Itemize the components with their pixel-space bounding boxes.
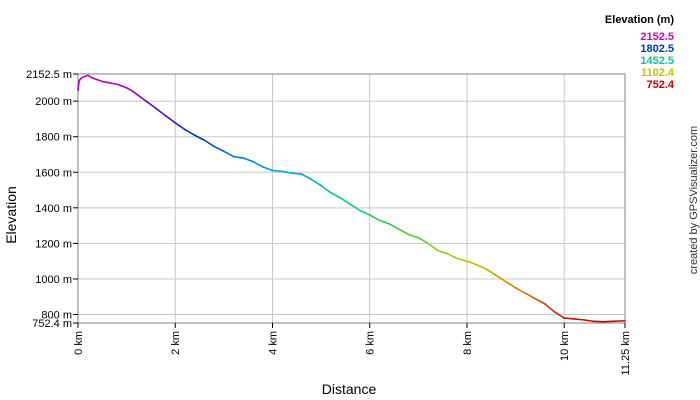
x-tick-label: 4 km [267, 331, 279, 355]
profile-segment [553, 311, 566, 319]
profile-segment [116, 83, 128, 89]
x-tick-label: 11.25 km [620, 331, 632, 375]
x-tick-label: 6 km [365, 331, 377, 355]
profile-segment [359, 209, 371, 216]
x-tick-label: 10 km [559, 331, 571, 361]
legend-item: 2152.5 [640, 31, 674, 43]
elevation-profile-line [77, 74, 626, 323]
profile-segment [514, 287, 527, 294]
profile-segment [232, 155, 245, 159]
profile-segment [495, 274, 507, 283]
profile-segment [427, 242, 439, 252]
y-tick-label: 2152.5 m [26, 69, 72, 81]
y-tick-label: 1800 m [35, 132, 72, 144]
plot-frame [77, 73, 626, 324]
profile-segment [154, 107, 167, 117]
profile-segment [135, 93, 147, 102]
y-tick-label: 752.4 m [32, 318, 72, 330]
profile-segment [91, 77, 99, 81]
x-tick-label: 0 km [73, 331, 85, 355]
profile-segment [184, 128, 196, 137]
y-tick-label: 1400 m [35, 203, 72, 215]
profile-segment [281, 170, 293, 174]
profile-segment [261, 166, 274, 172]
profile-segment [106, 81, 118, 86]
profile-segment [446, 252, 459, 260]
profile-segment [291, 172, 303, 175]
profile-segment [612, 319, 626, 323]
profile-segment [82, 74, 89, 78]
profile-segment [300, 173, 313, 181]
profile-segment [349, 203, 361, 212]
profile-segment [101, 80, 108, 84]
profile-segment [563, 317, 575, 320]
profile-segment [203, 139, 215, 148]
profile-segment [378, 219, 390, 225]
profile-segment [223, 150, 235, 158]
profile-segment [164, 114, 177, 124]
profile-segment [77, 80, 80, 92]
profile-segment [456, 257, 468, 262]
y-tick-label: 800 m [41, 310, 72, 322]
y-tick-label: 1600 m [35, 167, 72, 179]
profile-segment [368, 214, 381, 222]
y-tick-label: 2000 m [35, 96, 72, 108]
profile-segment [485, 268, 497, 277]
profile-segment [407, 233, 420, 239]
profile-segment [193, 134, 206, 142]
x-tick-label: 8 km [462, 331, 474, 355]
y-tick-label: 1000 m [35, 274, 72, 286]
y-tick-label: 1200 m [35, 238, 72, 250]
x-axis-title: Distance [322, 381, 377, 397]
profile-segment [320, 184, 332, 194]
profile-segment [388, 223, 400, 230]
y-axis-title: Elevation [3, 186, 19, 244]
profile-segment [543, 303, 556, 313]
profile-segment [573, 318, 585, 321]
profile-segment [86, 74, 94, 79]
legend-item: 1102.4 [641, 67, 675, 79]
legend-title: Elevation (m) [605, 14, 674, 26]
profile-segment [271, 169, 284, 173]
x-tick-label: 2 km [170, 331, 182, 355]
profile-segment [130, 89, 138, 95]
legend-item: 752.4 [646, 79, 674, 91]
profile-segment [437, 249, 449, 255]
legend-item: 1802.5 [640, 43, 674, 55]
profile-segment [96, 78, 104, 83]
profile-segment [330, 191, 342, 199]
legend-item: 1452.5 [640, 55, 674, 67]
credit-text: created by GPSVisualizer.com [688, 126, 700, 274]
profile-segment [145, 100, 157, 110]
profile-segment [310, 178, 322, 187]
profile-segment [582, 319, 595, 323]
profile-segment [398, 228, 410, 236]
profile-segment [242, 157, 254, 163]
legend: Elevation (m) 2152.51802.51452.51102.4752… [605, 14, 675, 91]
profile-segment [174, 122, 186, 131]
profile-segment [505, 280, 517, 289]
profile-segment [466, 260, 478, 266]
profile-segment [417, 236, 429, 245]
profile-segment [524, 292, 536, 300]
x-axis-ticks: 0 km 2 km 4 km 6 km 8 km 10 km 11.25 km [73, 323, 632, 375]
grid-lines [77, 73, 626, 324]
profile-segment [213, 145, 225, 153]
profile-segment [534, 297, 546, 305]
profile-segment [252, 160, 264, 168]
profile-segment [339, 197, 352, 206]
profile-segment [475, 263, 488, 270]
profile-segment [125, 86, 133, 92]
